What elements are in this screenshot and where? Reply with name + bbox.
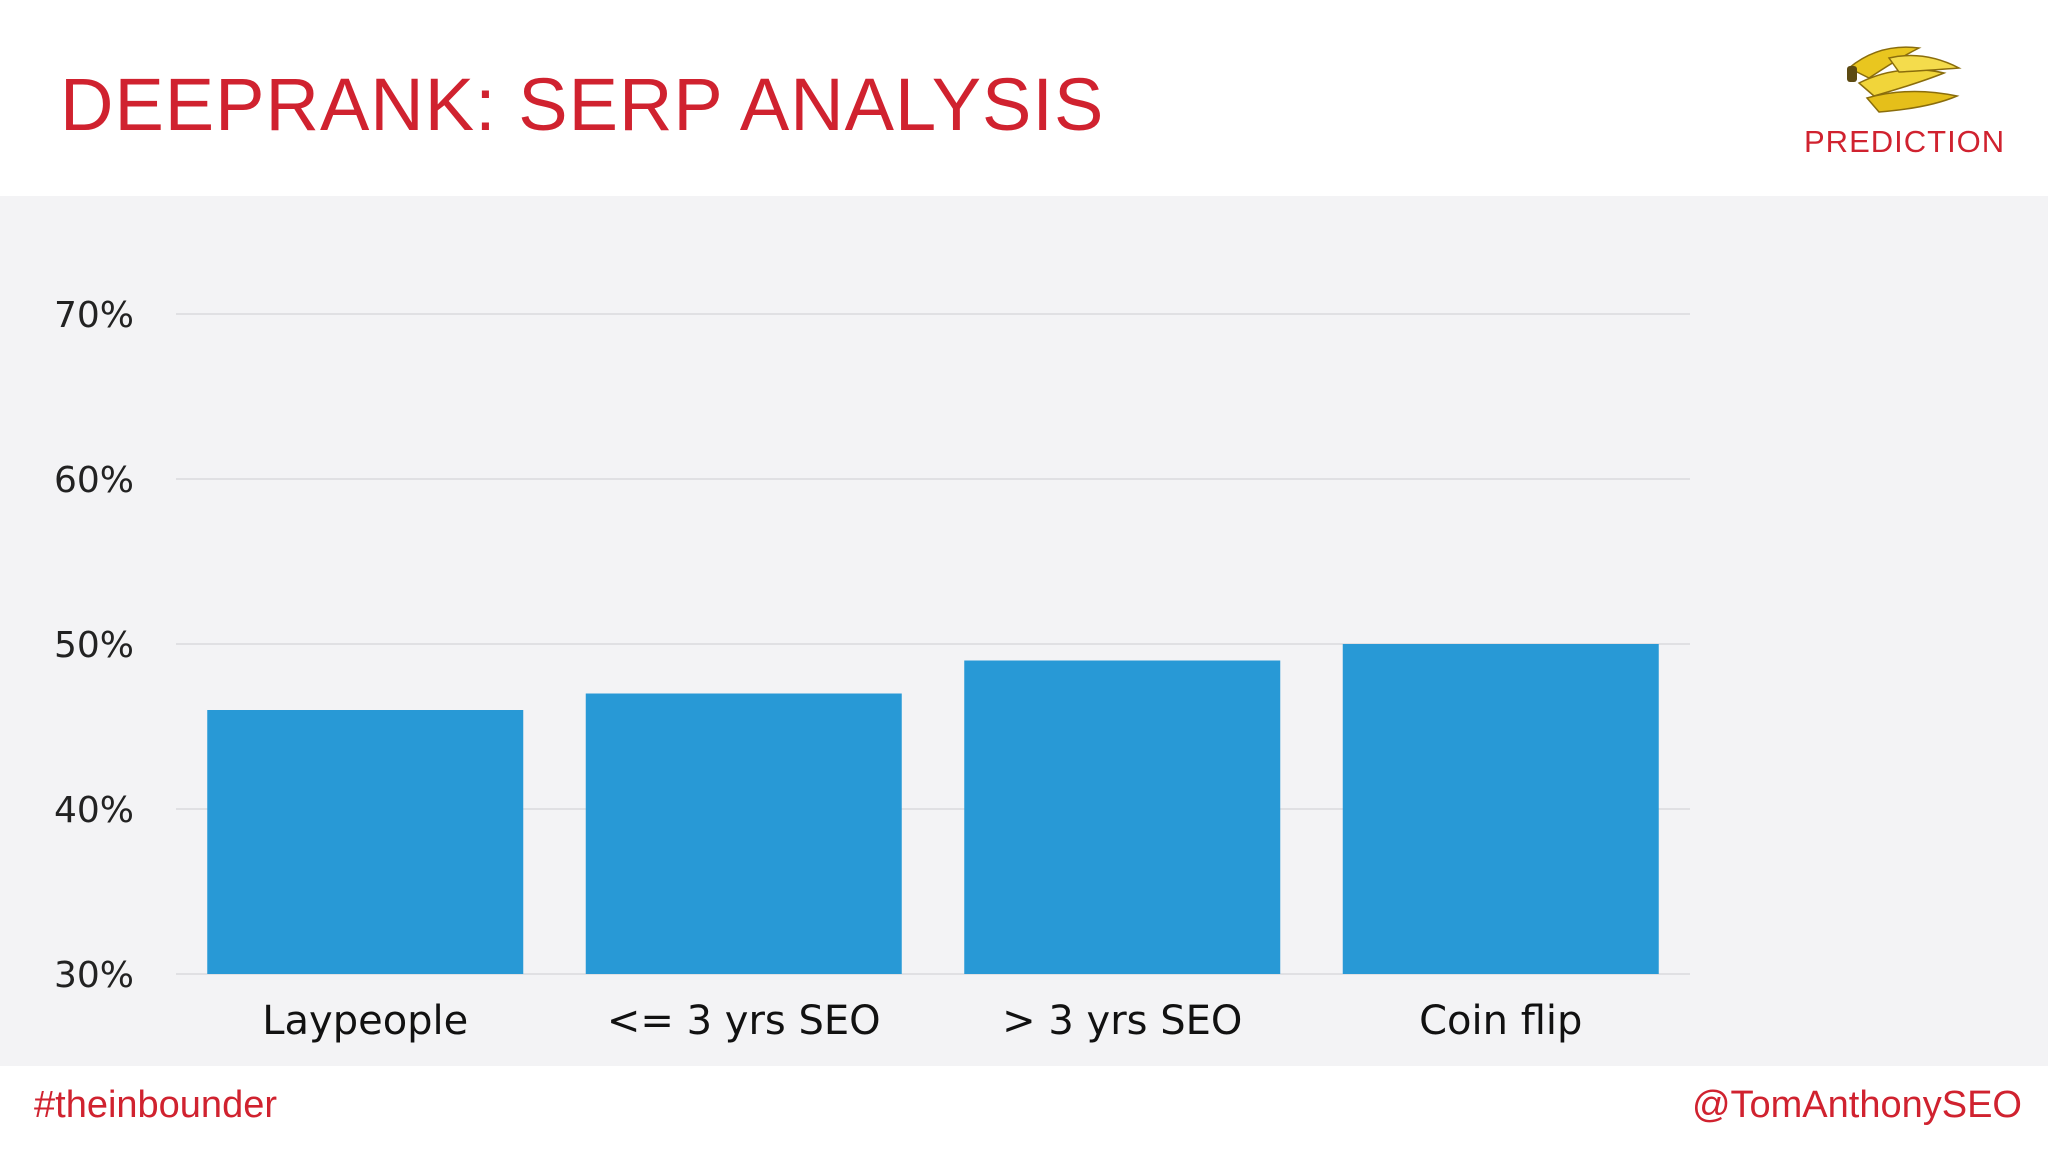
prediction-badge: PREDICTION (1804, 38, 2004, 160)
twitter-handle[interactable]: @TomAnthonySEO (1691, 1084, 2022, 1126)
x-category-label: <= 3 yrs SEO (607, 998, 881, 1044)
y-tick-label: 30% (54, 955, 134, 996)
y-tick-label: 70% (54, 295, 134, 336)
bar-chart: 30% 40% 50% 60% 70% Laypeople <= 3 yrs SEO > 3 … (54, 295, 1690, 1044)
x-category-label: Coin flip (1419, 998, 1582, 1044)
bar (964, 660, 1281, 974)
hashtag: #theinbounder (34, 1084, 277, 1126)
bar (585, 693, 902, 974)
badge-label: PREDICTION (1804, 124, 2006, 159)
y-tick-label: 50% (54, 625, 134, 666)
y-tick-label: 60% (54, 460, 134, 501)
bar (1342, 644, 1659, 974)
y-tick-label: 40% (54, 790, 134, 831)
x-category-label: > 3 yrs SEO (1002, 998, 1242, 1044)
page-title: DEEPRANK: SERP ANALYSIS (60, 63, 1105, 146)
chart-panel: 30% 40% 50% 60% 70% Laypeople <= 3 yrs SEO > 3 … (0, 196, 2048, 1066)
x-category-label: Laypeople (262, 998, 468, 1044)
bar (207, 710, 524, 974)
bananas-icon (1847, 46, 1962, 113)
